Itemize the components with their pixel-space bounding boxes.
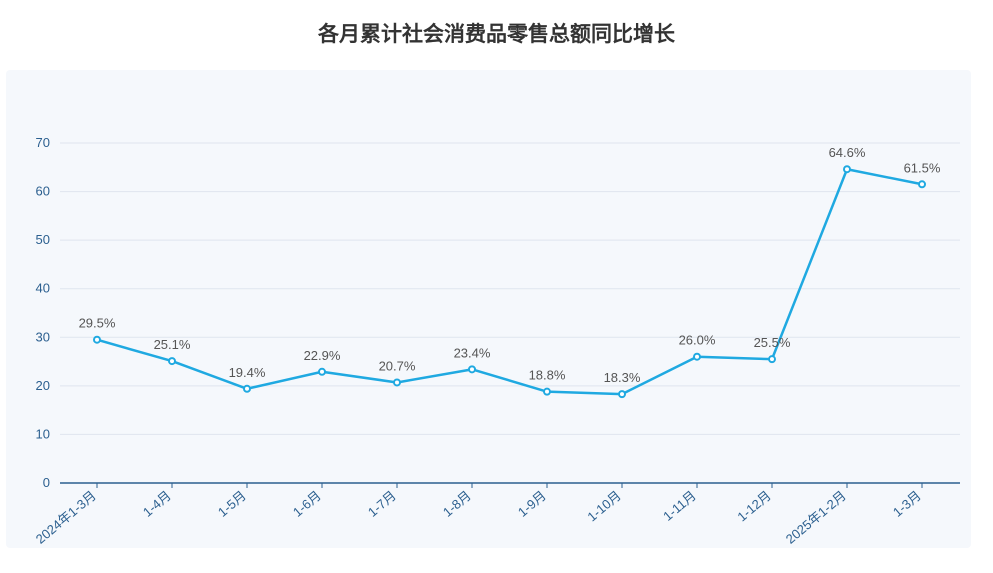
data-point xyxy=(318,367,326,376)
x-tick-label: 1-7月 xyxy=(365,488,399,520)
data-label: 25.5% xyxy=(754,335,791,350)
data-label: 20.7% xyxy=(379,358,416,373)
data-point xyxy=(168,357,176,366)
data-label: 22.9% xyxy=(304,348,341,363)
data-point xyxy=(918,180,926,189)
y-tick-label: 40 xyxy=(36,281,50,296)
data-point xyxy=(243,384,251,393)
data-point xyxy=(93,335,101,344)
data-point xyxy=(468,365,476,374)
y-tick-label: 20 xyxy=(36,378,50,393)
data-label: 23.4% xyxy=(454,345,491,360)
data-point xyxy=(618,390,626,399)
data-label: 61.5% xyxy=(904,160,941,175)
x-tick-label: 1-4月 xyxy=(140,488,174,520)
chart-title: 各月累计社会消费品零售总额同比增长 xyxy=(318,22,675,46)
y-tick-label: 50 xyxy=(36,232,50,247)
chart-panel xyxy=(6,70,971,548)
x-tick-label: 2025年1-2月 xyxy=(783,488,849,547)
data-point xyxy=(543,387,551,396)
data-label: 25.1% xyxy=(154,337,191,352)
data-label: 26.0% xyxy=(679,333,716,348)
data-label: 19.4% xyxy=(229,365,266,380)
data-point xyxy=(693,352,701,361)
series-line xyxy=(96,167,923,396)
y-tick-label: 0 xyxy=(43,475,50,490)
x-tick-label: 2024年1-3月 xyxy=(33,488,99,547)
data-label: 29.5% xyxy=(79,316,116,331)
x-tick-label: 1-3月 xyxy=(890,488,924,520)
x-tick-label: 1-11月 xyxy=(660,488,699,524)
data-label: 64.6% xyxy=(829,145,866,160)
data-label: 18.8% xyxy=(529,368,566,383)
x-tick-label: 1-5月 xyxy=(215,488,249,520)
data-point xyxy=(393,378,401,387)
y-tick-label: 70 xyxy=(36,135,50,150)
x-tick-label: 1-8月 xyxy=(440,488,474,520)
x-tick-label: 1-10月 xyxy=(584,488,624,525)
y-tick-label: 10 xyxy=(36,426,50,441)
data-point xyxy=(768,355,776,364)
data-point xyxy=(843,165,851,174)
x-tick-label: 1-12月 xyxy=(734,488,774,525)
y-tick-label: 60 xyxy=(36,184,50,199)
y-tick-label: 30 xyxy=(36,329,50,344)
data-label: 18.3% xyxy=(604,370,641,385)
x-tick-label: 1-6月 xyxy=(290,488,324,520)
x-tick-label: 1-9月 xyxy=(515,488,549,520)
